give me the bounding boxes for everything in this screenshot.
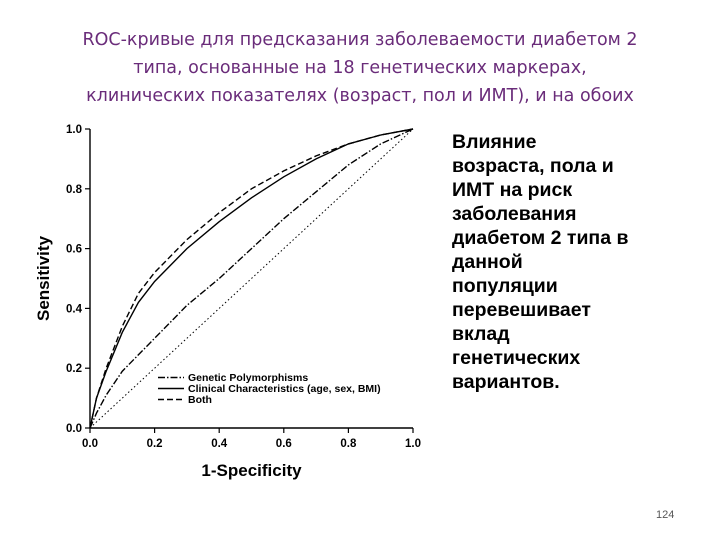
x-tick-label: 0.0 bbox=[82, 438, 98, 450]
x-tick-label: 0.6 bbox=[276, 438, 292, 450]
x-tick-label: 0.2 bbox=[147, 438, 163, 450]
conclusion-line: перевешивает bbox=[452, 299, 591, 321]
conclusion-text: Влияние возраста, пола и ИМТ на риск заб… bbox=[452, 130, 692, 394]
conclusion-line: генетических bbox=[452, 347, 581, 369]
legend-label: Both bbox=[188, 394, 212, 406]
page-number: 124 bbox=[656, 509, 675, 521]
conclusion-line: Влияние bbox=[452, 131, 537, 153]
conclusion-line: ИМТ на риск bbox=[452, 179, 573, 201]
conclusion-line: данной bbox=[452, 251, 523, 273]
reference-diagonal bbox=[89, 128, 414, 429]
y-tick-label: 0.0 bbox=[66, 423, 82, 435]
slide-title-line: клинических показателях (возраст, пол и … bbox=[86, 86, 634, 106]
x-tick-label: 0.8 bbox=[340, 438, 357, 450]
roc-series-line bbox=[89, 128, 414, 429]
slide-title-line: ROC-кривые для предсказания заболеваемос… bbox=[82, 30, 638, 50]
slide-title-line: типа, основанные на 18 генетических марк… bbox=[133, 58, 587, 78]
y-tick-label: 0.4 bbox=[66, 303, 83, 315]
conclusion-line: возраста, пола и bbox=[452, 155, 614, 177]
y-tick-label: 1.0 bbox=[66, 124, 82, 136]
conclusion-line: вариантов. bbox=[452, 371, 560, 393]
conclusion-line: популяции bbox=[452, 275, 558, 297]
y-tick-label: 0.6 bbox=[66, 244, 82, 256]
legend-label: Genetic Polymorphisms bbox=[188, 372, 308, 384]
legend-label: Clinical Characteristics (age, sex, BMI) bbox=[188, 383, 381, 395]
x-axis-label: 1-Specificity bbox=[201, 461, 302, 480]
slide-title: ROC-кривые для предсказания заболеваемос… bbox=[20, 26, 700, 110]
y-tick-label: 0.2 bbox=[66, 363, 82, 375]
roc-series-line bbox=[89, 128, 414, 429]
y-tick-label: 0.8 bbox=[66, 184, 83, 196]
x-tick-label: 1.0 bbox=[405, 438, 421, 450]
x-tick-label: 0.4 bbox=[211, 438, 228, 450]
conclusion-line: вклад bbox=[452, 323, 510, 345]
conclusion-line: диабетом 2 типа в bbox=[452, 227, 629, 249]
y-axis-label: Sensitivity bbox=[34, 235, 53, 321]
conclusion-line: заболевания bbox=[452, 203, 577, 225]
